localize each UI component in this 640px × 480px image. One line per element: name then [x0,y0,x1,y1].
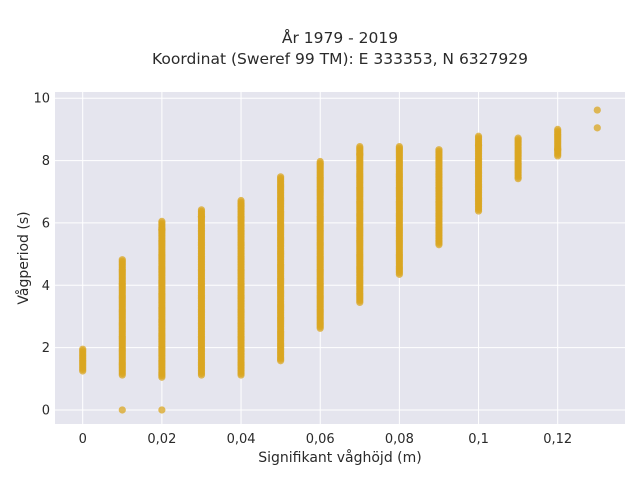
chart-title-block: År 1979 - 2019 Koordinat (Sweref 99 TM):… [0,28,640,70]
y-axis-label: Vågperiod (s) [15,211,32,304]
x-axis-label: Signifikant våghöjd (m) [258,449,421,466]
x-tick-label: 0,08 [385,432,414,447]
data-point [593,106,601,114]
y-tick-label: 4 [42,279,50,294]
data-point [79,345,87,353]
x-tick-label: 0,06 [306,432,335,447]
data-point [118,256,126,264]
plot-area [55,92,625,424]
data-point [356,142,364,151]
data-point [158,217,166,225]
data-point [316,157,324,166]
data-point [554,125,562,134]
x-tick-label: 0,12 [543,432,572,447]
y-tick-label: 0 [42,403,50,418]
data-point [237,196,245,205]
x-tick-label: 0,04 [227,432,256,447]
data-point [395,142,403,151]
data-point [197,213,206,221]
y-tick-label: 8 [42,154,50,169]
x-tick-label: 0 [79,432,87,447]
data-point [158,406,166,414]
data-point [158,226,166,234]
data-point [474,132,483,140]
x-axis-ticks: 0 0,02 0,04 0,06 0,08 0,1 0,12 [79,432,573,447]
data-point [474,141,483,149]
data-points [79,106,601,414]
data-point [554,146,562,154]
data-point [593,124,601,132]
y-tick-label: 2 [42,341,50,356]
data-point [356,150,364,158]
data-point [197,206,206,214]
data-point [118,406,126,414]
y-tick-label: 10 [33,92,50,107]
x-tick-label: 0,1 [468,432,489,447]
y-tick-label: 6 [42,216,50,231]
y-axis-ticks: 0 2 4 6 8 10 [33,92,50,419]
x-tick-label: 0,02 [147,432,176,447]
data-point [277,173,285,181]
chart-subtitle: Koordinat (Sweref 99 TM): E 333353, N 63… [152,50,528,68]
data-point [435,146,443,154]
data-point [514,134,522,142]
chart-title: År 1979 - 2019 [281,29,399,47]
